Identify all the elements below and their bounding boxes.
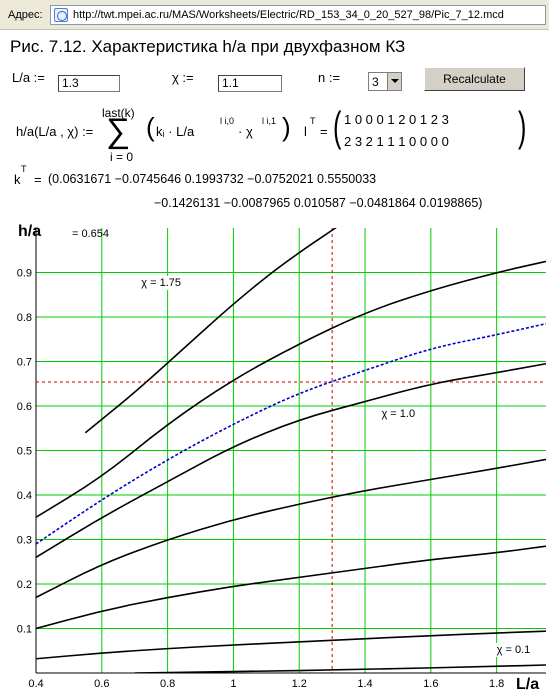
formula-exp0: l i,0 (220, 116, 235, 126)
sum-sigma: ∑ (106, 112, 131, 150)
recalculate-button[interactable]: Recalculate (424, 67, 525, 91)
k-vector-eq: = (34, 172, 42, 187)
x-tick-label: 0.4 (28, 678, 43, 690)
n-label: n := (318, 70, 341, 85)
series-line-1 (36, 260, 546, 518)
series-line-3 (36, 362, 546, 558)
x-axis-label: L/a (516, 676, 539, 693)
l-matrix-sup: T (310, 116, 316, 126)
annotation-bg (139, 275, 184, 290)
annotation-bg (494, 642, 533, 657)
page-icon (54, 8, 68, 22)
curve-annotation: χ = 1.0 (381, 408, 415, 420)
k-vector-row2: −0.1426131 −0.0087965 0.010587 −0.048186… (154, 196, 483, 210)
series-line-dashed (36, 322, 546, 545)
chi-label: χ := (172, 70, 194, 85)
y-tick-label: 0.9 (17, 268, 32, 280)
la-label: L/a := (12, 70, 45, 85)
y-tick-label: 0.6 (17, 401, 32, 413)
series-line-4 (36, 458, 546, 599)
x-tick-label: 1.8 (489, 678, 504, 690)
formula-lhs: h/a(L/a , χ) := (16, 124, 94, 139)
y-tick-label: 0.1 (17, 624, 32, 636)
k-vector-row1: (0.0631671 −0.0745646 0.1993732 −0.07520… (48, 172, 377, 186)
y-tick-label: 0.2 (17, 579, 32, 591)
la-input[interactable]: 1.3 (58, 75, 120, 92)
l-matrix-eq: = (320, 124, 328, 139)
k-vector-sup: T (21, 164, 27, 174)
x-tick-label: 1.4 (357, 678, 372, 690)
y-tick-label: 0.4 (17, 490, 32, 502)
paren-right: ) (282, 112, 291, 142)
y-tick-label: 0.8 (17, 312, 32, 324)
x-tick-label: 1 (230, 678, 236, 690)
x-tick-label: 0.8 (160, 678, 175, 690)
address-label: Адрес: (8, 9, 43, 21)
paren-left: ( (146, 112, 155, 142)
chevron-down-icon[interactable] (387, 73, 401, 90)
matrix-paren-left: ( (333, 103, 342, 150)
curve-annotation: χ = 1.75 (141, 277, 181, 289)
y-tick-label: 0.5 (17, 446, 32, 458)
x-tick-label: 0.6 (94, 678, 109, 690)
h-a-chart: 0.4 0.6 0.8 1 1.2 1.4 1.6 1.8 0.1 0.2 0.3 0.4 0.5 0.6… (17, 223, 546, 693)
l-matrix-label: l (304, 124, 307, 139)
series-line-0 (84, 228, 337, 434)
curve-annotation: χ = 0.1 (497, 644, 531, 656)
address-url[interactable]: http://twt.mpei.ac.ru/MAS/Worksheets/Ele… (73, 9, 504, 21)
n-select[interactable]: 3 (368, 72, 402, 91)
series-line-5 (36, 545, 546, 630)
x-tick-label: 1.2 (292, 678, 307, 690)
l-matrix-row1: 1 0 0 0 1 2 0 1 2 3 (344, 112, 449, 127)
marker-value-label: = 0.654 (72, 228, 109, 240)
y-axis-label: h/a (18, 223, 41, 240)
formula-mid: · χ (238, 124, 253, 139)
series-line-7 (134, 664, 546, 673)
series-line-6 (36, 630, 546, 660)
n-select-value: 3 (372, 75, 379, 89)
address-bar: Адрес: http://twt.mpei.ac.ru/MAS/Workshe… (0, 0, 549, 30)
k-vector-label: k (14, 172, 21, 187)
sum-lower-limit: i = 0 (110, 150, 134, 164)
y-tick-label: 0.3 (17, 535, 32, 547)
y-tick-label: 0.7 (17, 357, 32, 369)
chi-input[interactable]: 1.1 (218, 75, 282, 92)
address-input[interactable]: http://twt.mpei.ac.ru/MAS/Worksheets/Ele… (50, 5, 546, 25)
formula-body: kᵢ · L/a (156, 124, 195, 139)
page-title: Рис. 7.12. Характеристика h/a при двухфа… (10, 37, 406, 56)
formula-exp1: l i,1 (262, 116, 277, 126)
matrix-paren-right: ) (518, 103, 527, 150)
annotation-bg (379, 407, 418, 422)
l-matrix-row2: 2 3 2 1 1 1 0 0 0 0 (344, 134, 449, 149)
sum-upper-limit: last(k) (102, 106, 135, 120)
x-tick-label: 1.6 (423, 678, 438, 690)
